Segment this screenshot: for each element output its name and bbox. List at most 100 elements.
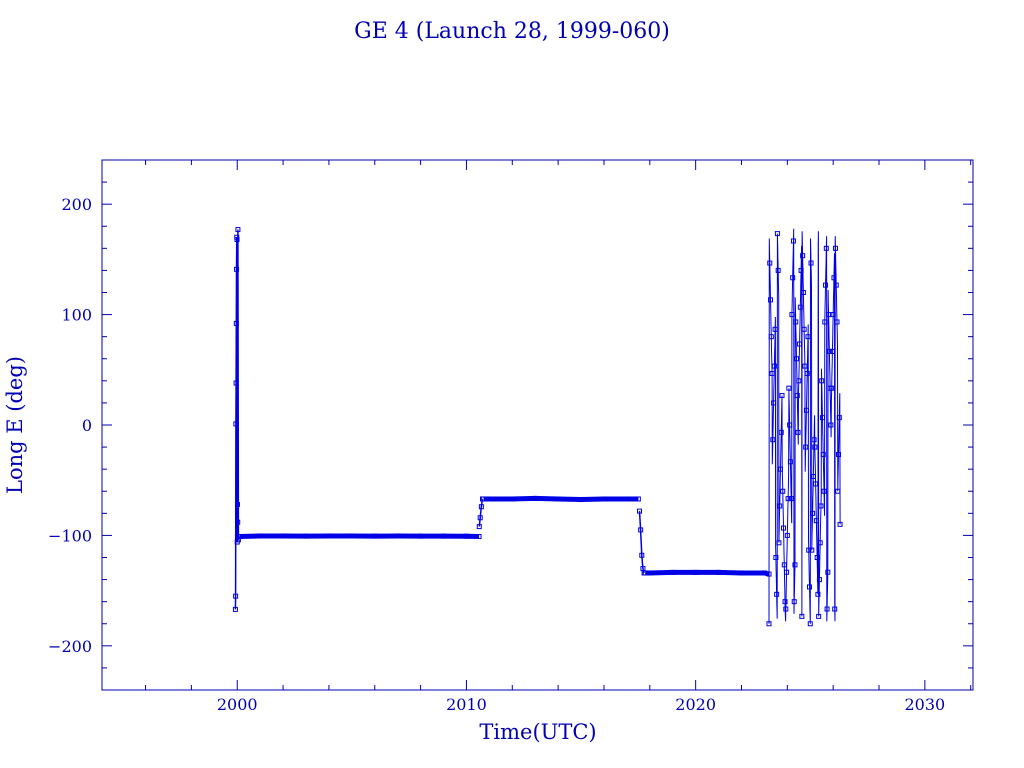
- data-point: [815, 591, 821, 597]
- series-line: [478, 498, 484, 527]
- data-point: [788, 496, 794, 502]
- data-point: [234, 266, 240, 272]
- series-line: [638, 511, 645, 574]
- data-point: [809, 547, 815, 553]
- data-point: [819, 378, 825, 384]
- data-point: [824, 606, 830, 612]
- data-point: [816, 577, 822, 583]
- data-point: [476, 524, 482, 530]
- data-point: [819, 415, 825, 421]
- data-point: [235, 519, 241, 525]
- data-point: [477, 515, 483, 521]
- data-point: [349, 533, 355, 539]
- data-point: [794, 393, 800, 399]
- data-point: [772, 326, 778, 332]
- data-point: [257, 533, 263, 539]
- data-point: [782, 599, 788, 605]
- data-point: [793, 319, 799, 325]
- data-point: [836, 415, 842, 421]
- data-point: [509, 496, 515, 502]
- data-point: [638, 527, 644, 533]
- data-point: [817, 540, 823, 546]
- data-point: [395, 533, 401, 539]
- data-point: [831, 275, 837, 281]
- data-point: [814, 555, 820, 560]
- data-point: [829, 385, 835, 391]
- data-point: [716, 569, 722, 575]
- data-point: [786, 385, 792, 391]
- plot-area: 2000 2010 2020 2030 −200 −100 0 100 200: [48, 159, 974, 714]
- data-point: [806, 547, 812, 553]
- data-point: [636, 508, 642, 514]
- data-point: [481, 496, 487, 502]
- data-point: [774, 231, 780, 237]
- data-point: [785, 496, 791, 502]
- data-point: [816, 613, 822, 619]
- series-line-drift: [768, 228, 841, 624]
- data-point: [832, 245, 838, 251]
- data-point: [233, 593, 239, 599]
- data-point: [830, 312, 836, 318]
- data-point: [805, 334, 811, 340]
- y-axis-label: Long E (deg): [3, 356, 27, 494]
- series-line: [483, 495, 639, 503]
- data-point: [806, 584, 812, 590]
- data-point: [799, 613, 805, 619]
- data-point: [776, 540, 782, 546]
- y-tick-label: −100: [48, 526, 92, 545]
- data-point: [836, 451, 842, 457]
- data-point: [768, 334, 774, 340]
- data-point: [804, 370, 810, 376]
- data-point: [784, 532, 790, 538]
- data-point: [821, 488, 827, 494]
- data-point: [441, 533, 447, 539]
- data-point: [800, 290, 806, 295]
- data-point: [791, 599, 797, 605]
- data-point: [777, 503, 783, 509]
- data-point: [802, 363, 808, 369]
- data-point: [463, 533, 469, 539]
- data-point: [693, 569, 699, 575]
- data-point: [803, 407, 809, 413]
- data-point: [234, 502, 240, 507]
- data-point: [790, 238, 796, 244]
- y-tick-label: −200: [48, 637, 92, 656]
- data-point: [578, 497, 584, 503]
- x-tick-label: 2010: [446, 695, 487, 714]
- data-layer: [232, 227, 843, 627]
- data-point: [235, 227, 241, 233]
- tick-marks: [102, 159, 973, 691]
- x-tick-label: 2000: [217, 695, 258, 714]
- data-point: [832, 606, 838, 612]
- data-point: [303, 533, 309, 539]
- data-point: [837, 521, 843, 527]
- data-point: [795, 429, 801, 435]
- data-point: [811, 437, 817, 443]
- data-point: [770, 437, 776, 443]
- data-point: [372, 533, 378, 539]
- data-point: [794, 356, 800, 362]
- data-point: [232, 606, 238, 612]
- data-point: [792, 562, 798, 568]
- y-tick-label: 0: [82, 416, 92, 435]
- data-point: [822, 319, 828, 325]
- data-point: [233, 421, 239, 427]
- x-tick-label: 2020: [675, 695, 716, 714]
- data-point: [639, 552, 645, 558]
- data-point: [810, 474, 816, 480]
- data-point: [624, 496, 630, 502]
- data-point: [797, 341, 803, 347]
- data-point: [280, 533, 286, 539]
- data-point: [738, 570, 744, 576]
- data-point: [769, 370, 775, 376]
- data-point: [787, 422, 793, 428]
- data-point: [823, 282, 829, 288]
- data-point: [778, 429, 784, 435]
- data-point: [418, 533, 424, 539]
- x-axis-label: Time(UTC): [479, 720, 596, 744]
- data-point: [787, 459, 793, 465]
- data-point: [818, 503, 824, 509]
- plot-frame: [101, 159, 974, 691]
- series-line: [645, 569, 770, 577]
